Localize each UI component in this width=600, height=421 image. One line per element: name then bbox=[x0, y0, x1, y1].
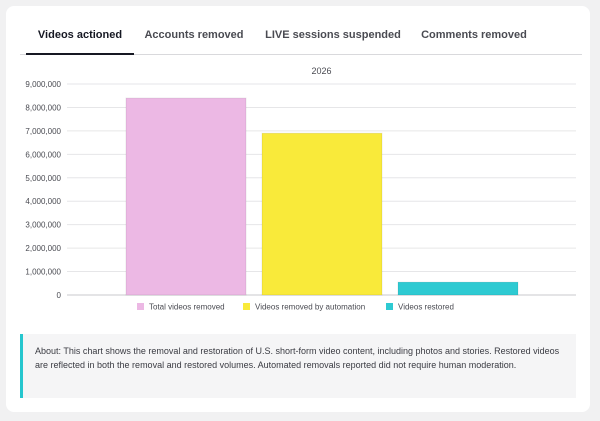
legend-label: Total videos removed bbox=[149, 303, 225, 312]
y-tick-label: 7,000,000 bbox=[25, 127, 61, 136]
tab-videos-actioned[interactable]: Videos actioned bbox=[26, 20, 134, 55]
legend-swatch bbox=[137, 303, 144, 310]
y-tick-label: 1,000,000 bbox=[25, 268, 61, 277]
y-tick-label: 5,000,000 bbox=[25, 174, 61, 183]
y-tick-label: 6,000,000 bbox=[25, 150, 61, 159]
legend-swatch bbox=[386, 303, 393, 310]
legend-label: Videos removed by automation bbox=[255, 303, 365, 312]
chart-title: 2026 bbox=[311, 66, 331, 76]
bar-total-videos-removed bbox=[125, 97, 247, 296]
tab-comments-removed[interactable]: Comments removed bbox=[421, 29, 527, 41]
tab-bar: Videos actioned Accounts removed LIVE se… bbox=[20, 20, 582, 55]
about-text: About: This chart shows the removal and … bbox=[35, 346, 560, 370]
about-note: About: This chart shows the removal and … bbox=[20, 334, 576, 398]
bar-videos-removed-by-automation bbox=[261, 132, 383, 296]
tab-live-sessions-suspended[interactable]: LIVE sessions suspended bbox=[265, 29, 401, 41]
legend-swatch bbox=[243, 303, 250, 310]
bar-videos-restored bbox=[397, 281, 519, 296]
y-tick-label: 0 bbox=[57, 291, 62, 300]
legend-label: Videos restored bbox=[398, 303, 454, 312]
y-tick-label: 9,000,000 bbox=[25, 80, 61, 89]
y-tick-label: 8,000,000 bbox=[25, 103, 61, 112]
y-tick-label: 4,000,000 bbox=[25, 197, 61, 206]
tab-accounts-removed[interactable]: Accounts removed bbox=[144, 29, 244, 41]
y-tick-label: 2,000,000 bbox=[25, 244, 61, 253]
report-card: Videos actioned Accounts removed LIVE se… bbox=[6, 6, 590, 412]
y-tick-label: 3,000,000 bbox=[25, 221, 61, 230]
bar-chart: 2026 0 1,000,000 2,000,000 3,000,000 4,000,00… bbox=[25, 66, 576, 312]
